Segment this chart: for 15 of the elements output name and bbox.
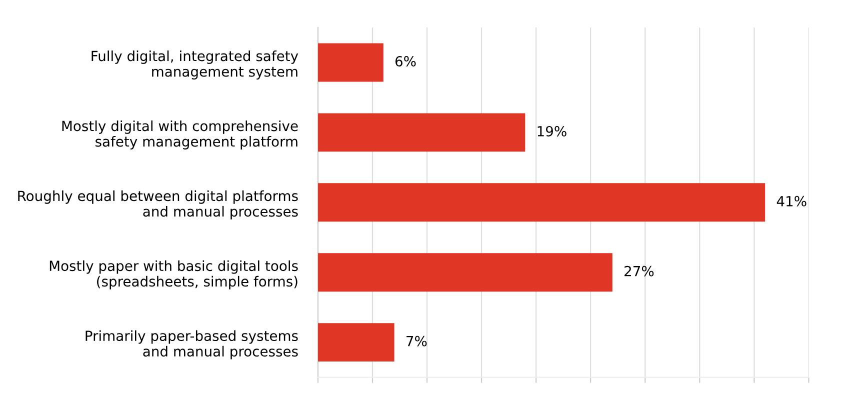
y-tick-label: Fully digital, integrated safety management system <box>92 50 298 80</box>
data-label: 41% <box>776 196 806 206</box>
bar <box>318 113 526 152</box>
bar <box>318 43 384 82</box>
bar <box>318 323 394 362</box>
data-label: 19% <box>538 126 566 136</box>
bar <box>318 183 766 222</box>
data-label: 6% <box>395 56 416 67</box>
y-tick-label: Mostly digital with comprehensive safety management platform <box>62 120 298 150</box>
y-tick-label: Primarily paper-based systems and manual processes <box>86 330 298 360</box>
y-tick-label: Mostly paper with basic digital tools (spreadsheets, simple forms) <box>50 260 298 290</box>
bar <box>318 253 612 292</box>
data-label: 27% <box>624 266 654 276</box>
data-label: 7% <box>406 336 427 346</box>
y-tick-label: Roughly equal between digital platforms and manual processes <box>18 190 298 220</box>
